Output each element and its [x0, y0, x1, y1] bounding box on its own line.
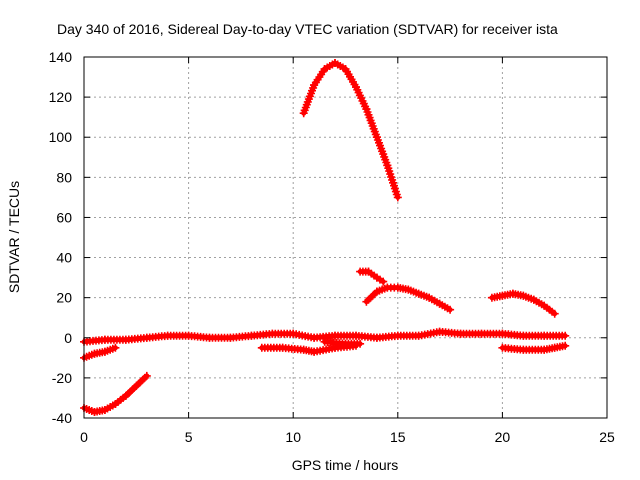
y-tick-label: 40: [56, 250, 72, 266]
grid-lines: [84, 57, 607, 418]
y-tick-label: 80: [56, 169, 72, 185]
series-arc-hump-small: [356, 267, 388, 286]
x-tick-label: 0: [80, 429, 88, 445]
axis-ticks: 0 5 10 15 20 25 -40 -20 0 20 40 60 80 100 120 140: [49, 49, 615, 445]
plot-frame: [83, 56, 608, 419]
data-point: [561, 341, 570, 350]
x-axis-label: GPS time / hours: [292, 457, 399, 473]
plot-series: [80, 59, 570, 416]
series-arc-rising-morning: [80, 371, 151, 416]
series-arc-midday-dip: [320, 337, 365, 348]
x-tick-label: 10: [285, 429, 301, 445]
y-tick-label: -20: [52, 370, 72, 386]
series-arc-afternoon: [362, 283, 455, 314]
y-tick-label: 0: [64, 330, 72, 346]
series-arc-baseline: [80, 327, 570, 346]
y-tick-label: 100: [49, 129, 73, 145]
y-tick-label: 20: [56, 290, 72, 306]
data-point: [561, 331, 570, 340]
data-point: [111, 343, 120, 352]
series-arc-evening-negative: [498, 341, 570, 354]
data-point: [446, 305, 455, 314]
series-arc-peak: [299, 59, 402, 202]
data-point: [142, 371, 151, 380]
chart-title: Day 340 of 2016, Sidereal Day-to-day VTE…: [57, 21, 558, 37]
x-tick-label: 25: [599, 429, 615, 445]
x-tick-label: 5: [185, 429, 193, 445]
data-point: [550, 309, 559, 318]
y-tick-label: 60: [56, 209, 72, 225]
x-tick-label: 15: [390, 429, 406, 445]
y-tick-label: -40: [52, 410, 72, 426]
data-point: [356, 339, 365, 348]
y-tick-label: 120: [49, 89, 73, 105]
x-tick-label: 20: [495, 429, 511, 445]
data-point: [379, 277, 388, 286]
data-point: [393, 193, 402, 202]
y-axis-label: SDTVAR / TECUs: [6, 181, 22, 293]
series-arc-evening-hump: [487, 289, 559, 318]
series-arc-early-negative: [80, 343, 120, 362]
y-tick-label: 140: [49, 49, 73, 65]
